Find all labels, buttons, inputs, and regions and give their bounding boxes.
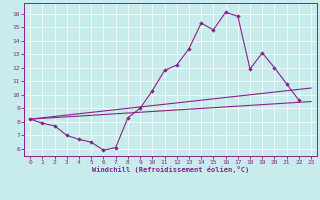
X-axis label: Windchill (Refroidissement éolien,°C): Windchill (Refroidissement éolien,°C) xyxy=(92,166,249,173)
